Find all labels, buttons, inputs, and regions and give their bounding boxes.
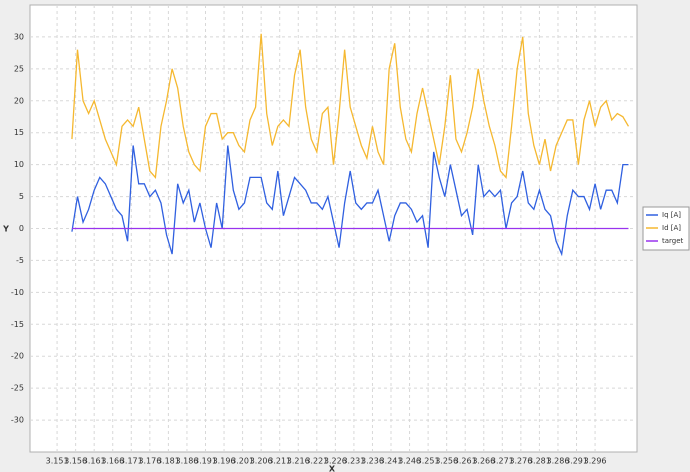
y-axis-label: Y — [2, 225, 9, 234]
y-tick-label: 5 — [19, 192, 24, 201]
y-tick-label: 0 — [19, 224, 24, 233]
y-tick-label: -15 — [11, 320, 24, 329]
x-tick-label: 3.216 — [287, 457, 310, 466]
x-tick-label: 3.206 — [250, 457, 273, 466]
x-tick-label: 3.166 — [101, 457, 124, 466]
legend-label: Iq [A] — [662, 211, 681, 219]
x-tick-label: 3.296 — [584, 457, 607, 466]
y-tick-label: -25 — [11, 384, 24, 393]
x-tick-label: 3.181 — [157, 457, 180, 466]
x-tick-label: 3.266 — [472, 457, 495, 466]
y-tick-label: 25 — [14, 64, 24, 73]
series-line — [71, 145, 629, 257]
x-tick-label: 3.191 — [194, 457, 217, 466]
x-tick-label: 3.256 — [435, 457, 458, 466]
y-tick-label: -30 — [11, 416, 24, 425]
x-tick-label: 3.261 — [454, 457, 477, 466]
y-tick-label: -20 — [11, 352, 24, 361]
x-tick-label: 3.251 — [417, 457, 440, 466]
x-tick-label: 3.186 — [175, 457, 198, 466]
legend-label: Id [A] — [662, 224, 681, 232]
x-tick-label: 3.151 — [46, 457, 69, 466]
y-tick-label: 30 — [14, 32, 24, 41]
y-tick-label: 20 — [14, 96, 24, 105]
legend-label: target — [662, 237, 684, 245]
x-tick-label: 3.231 — [342, 457, 365, 466]
y-tick-label: -10 — [11, 288, 24, 297]
x-tick-label: 3.176 — [138, 457, 161, 466]
x-tick-label: 3.271 — [491, 457, 514, 466]
x-tick-label: 3.201 — [231, 457, 254, 466]
x-tick-label: 3.246 — [398, 457, 421, 466]
x-tick-label: 3.291 — [565, 457, 588, 466]
x-axis-label: X — [329, 465, 336, 472]
x-tick-label: 3.156 — [64, 457, 87, 466]
y-tick-label: 15 — [14, 128, 24, 137]
x-tick-label: 3.221 — [305, 457, 328, 466]
x-tick-label: 3.236 — [361, 457, 384, 466]
series-line — [71, 33, 630, 179]
y-tick-label: 10 — [14, 160, 24, 169]
x-tick-label: 3.211 — [268, 457, 291, 466]
y-tick-label: -5 — [16, 256, 24, 265]
x-tick-label: 3.281 — [528, 457, 551, 466]
x-tick-label: 3.196 — [213, 457, 236, 466]
x-tick-label: 3.161 — [83, 457, 106, 466]
x-tick-label: 3.276 — [509, 457, 532, 466]
x-tick-label: 3.226 — [324, 457, 347, 466]
x-tick-label: 3.171 — [120, 457, 143, 466]
x-tick-label: 3.286 — [547, 457, 570, 466]
x-tick-label: 3.241 — [380, 457, 403, 466]
